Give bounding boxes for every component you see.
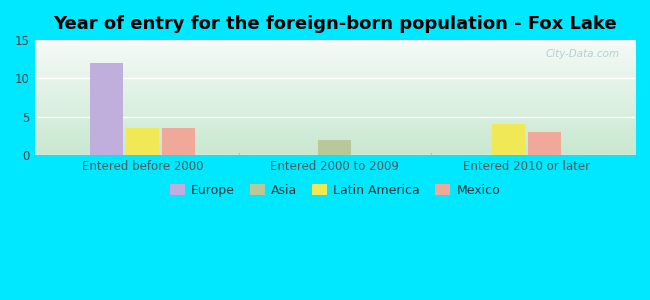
Title: Year of entry for the foreign-born population - Fox Lake: Year of entry for the foreign-born popul… xyxy=(53,15,617,33)
Bar xyxy=(318,140,352,155)
Bar xyxy=(126,128,159,155)
Bar xyxy=(162,128,195,155)
Bar xyxy=(90,63,124,155)
Text: City-Data.com: City-Data.com xyxy=(546,49,620,59)
Legend: Europe, Asia, Latin America, Mexico: Europe, Asia, Latin America, Mexico xyxy=(164,178,505,202)
Bar xyxy=(493,124,525,155)
Bar xyxy=(528,132,562,155)
